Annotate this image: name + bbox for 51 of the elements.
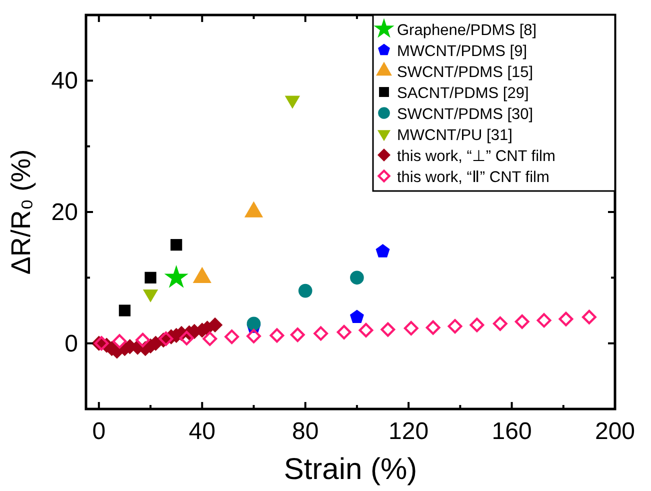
legend-label: SACNT/PDMS [29] (397, 85, 529, 102)
legend-label: this work, “Ⅱ” CNT film (397, 169, 550, 186)
point (558, 312, 574, 326)
legend-label: MWCNT/PU [31] (397, 127, 512, 144)
point (270, 328, 284, 343)
y-tick-label: 0 (64, 330, 78, 358)
point (470, 318, 484, 332)
x-axis-title: Strain (%) (284, 453, 418, 486)
point (158, 332, 174, 346)
point (536, 313, 552, 328)
point (290, 328, 305, 342)
point (350, 310, 364, 324)
point (298, 284, 312, 298)
point (380, 322, 396, 337)
point (514, 314, 530, 329)
point (202, 332, 218, 346)
point (350, 270, 364, 285)
x-tick-label: 40 (188, 418, 216, 445)
point (314, 326, 328, 341)
point (112, 334, 127, 349)
point (376, 244, 390, 258)
legend-label: SWCNT/PDMS [30] (397, 106, 534, 123)
x-tick-label: 80 (292, 418, 319, 445)
legend-label: SWCNT/PDMS [15] (397, 64, 534, 81)
y-tick-label: 20 (51, 199, 78, 226)
x-tick-label: 0 (92, 418, 106, 445)
x-tick-label: 200 (594, 418, 636, 445)
point (224, 330, 240, 344)
x-tick-label: 160 (492, 418, 532, 445)
point (582, 310, 596, 324)
point (179, 330, 194, 346)
point (246, 328, 261, 344)
point (492, 316, 508, 331)
x-tick-label: 120 (388, 418, 429, 445)
legend-label: this work, “⊥” CNT film (397, 148, 556, 165)
point (136, 332, 150, 348)
legend-label: MWCNT/PDMS [9] (397, 43, 528, 60)
point (118, 304, 131, 316)
point (358, 322, 374, 338)
y-tick-label: 40 (51, 68, 78, 95)
point (426, 320, 440, 335)
legend-label: Graphene/PDMS [8] (397, 22, 537, 39)
point (164, 265, 188, 288)
point (448, 319, 462, 334)
point (246, 316, 261, 331)
point (94, 336, 109, 351)
point (336, 324, 352, 340)
point (170, 239, 182, 251)
y-axis-title: ΔR/R₀ (%) (6, 149, 36, 275)
point (404, 321, 418, 336)
point (144, 272, 156, 284)
